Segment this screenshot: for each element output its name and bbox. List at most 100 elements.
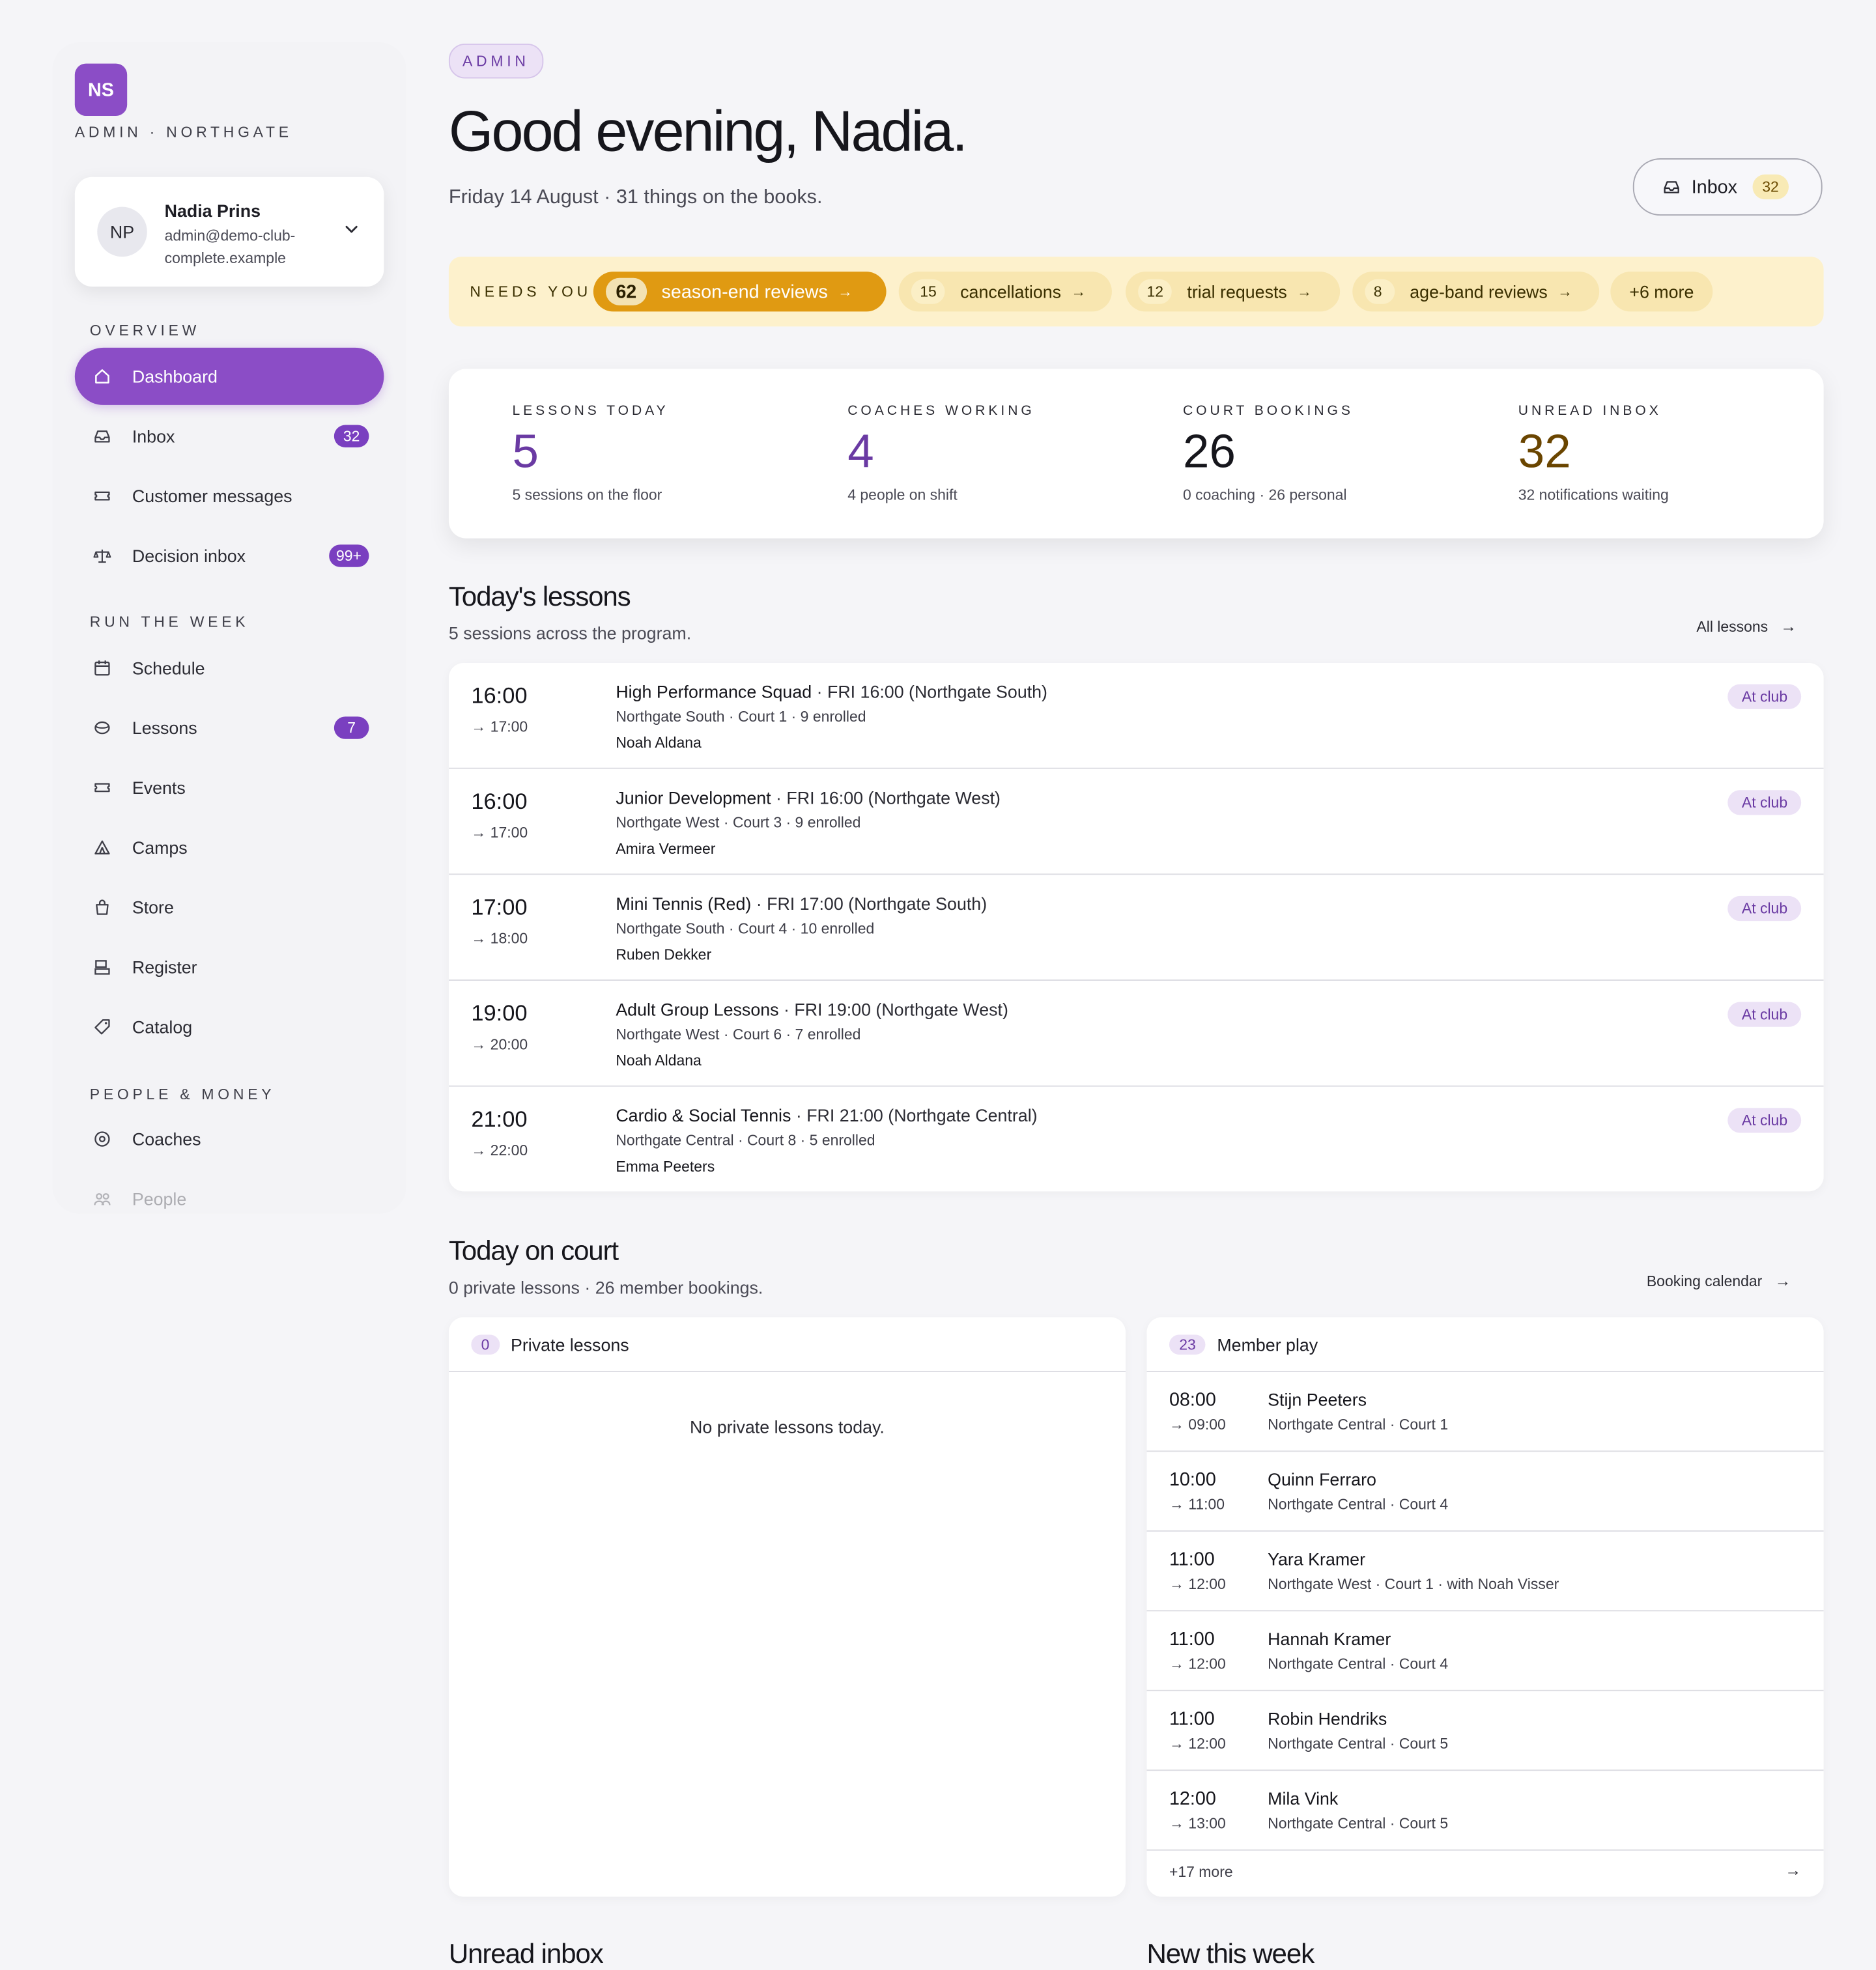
lesson-start: 16:00 xyxy=(471,789,528,814)
status-badge: At club xyxy=(1727,684,1802,709)
booking-meta: Northgate Central · Court 4 xyxy=(1268,1495,1449,1513)
sidebar-item-schedule[interactable]: Schedule xyxy=(75,640,384,697)
lesson-end: → 20:00 xyxy=(471,1035,528,1053)
member-play-panel: 23 Member play 08:00 → 09:00 Stijn Peete… xyxy=(1146,1317,1824,1897)
sidebar-item-lessons[interactable]: Lessons 7 xyxy=(75,699,384,757)
lesson-name: High Performance Squad xyxy=(616,681,812,702)
list-item[interactable]: 16:00 → 17:00 High Performance Squad · F… xyxy=(448,663,1824,769)
chip-count: 15 xyxy=(911,279,946,304)
stat-value: 32 xyxy=(1518,426,1571,479)
lesson-coach: Noah Aldana xyxy=(616,734,702,752)
chip-age-band-reviews[interactable]: 8 age-band reviews → xyxy=(1352,272,1600,312)
sidebar-item-camps[interactable]: Camps xyxy=(75,819,384,876)
booking-end: → 12:00 xyxy=(1169,1734,1226,1752)
member-more-row[interactable]: +17 more → xyxy=(1147,1848,1824,1897)
lesson-meta: Northgate West · Court 6 · 7 enrolled xyxy=(616,1025,861,1043)
table-row[interactable]: 11:00 → 12:00 Hannah Kramer Northgate Ce… xyxy=(1146,1611,1824,1691)
booking-meta: Northgate Central · Court 1 xyxy=(1268,1415,1449,1433)
lesson-when: · FRI 19:00 (Northgate West) xyxy=(778,999,1008,1020)
stat-lessons-today[interactable]: LESSONS TODAY 5 5 sessions on the floor xyxy=(449,369,783,538)
sidebar-item-inbox[interactable]: Inbox 32 xyxy=(75,408,384,465)
lesson-end: → 17:00 xyxy=(471,718,528,736)
stat-label: LESSONS TODAY xyxy=(512,404,669,419)
sidebar-item-decision-inbox[interactable]: Decision inbox 99+ xyxy=(75,527,384,584)
org-label: ADMIN · NORTHGATE xyxy=(74,123,292,141)
booking-start: 11:00 xyxy=(1169,1708,1215,1730)
sidebar-item-catalog[interactable]: Catalog xyxy=(75,998,384,1056)
inbox-button[interactable]: Inbox 32 xyxy=(1632,158,1823,216)
arrow-right-icon: → xyxy=(1780,617,1797,636)
list-item[interactable]: 16:00 → 17:00 Junior Development · FRI 1… xyxy=(448,769,1824,875)
stat-caption: 32 notifications waiting xyxy=(1518,486,1669,504)
sidebar-item-label: Customer messages xyxy=(132,486,292,506)
booking-name: Mila Vink xyxy=(1268,1788,1339,1808)
table-row[interactable]: 11:00 → 12:00 Robin Hendriks Northgate C… xyxy=(1146,1691,1824,1771)
sidebar-item-dashboard[interactable]: Dashboard xyxy=(74,347,384,405)
booking-end: → 11:00 xyxy=(1169,1495,1225,1513)
inbox-icon xyxy=(1664,181,1679,193)
table-row[interactable]: 10:00 → 11:00 Quinn Ferraro Northgate Ce… xyxy=(1146,1452,1824,1532)
new-this-week-section-title: New this week xyxy=(1146,1937,1315,1969)
booking-start: 11:00 xyxy=(1169,1629,1215,1650)
list-item[interactable]: 17:00 → 18:00 Mini Tennis (Red) · FRI 17… xyxy=(448,875,1824,981)
chip-season-end-reviews[interactable]: 62 season-end reviews → xyxy=(593,272,887,312)
chip-more-label: +6 more xyxy=(1629,281,1694,302)
link-label: Booking calendar xyxy=(1646,1271,1763,1289)
booking-name: Stijn Peeters xyxy=(1268,1389,1367,1410)
arrow-right-icon: → xyxy=(1297,283,1313,301)
stat-label: UNREAD INBOX xyxy=(1518,404,1662,419)
nav-heading-overview: OVERVIEW xyxy=(89,321,201,339)
stat-coaches-working[interactable]: COACHES WORKING 4 4 people on shift xyxy=(784,369,1118,538)
sidebar-item-people[interactable]: People xyxy=(75,1170,384,1228)
lesson-when: · FRI 21:00 (Northgate Central) xyxy=(791,1105,1038,1125)
booking-end: → 13:00 xyxy=(1169,1814,1226,1832)
chip-label: age-band reviews xyxy=(1410,281,1548,302)
list-item[interactable]: 19:00 → 20:00 Adult Group Lessons · FRI … xyxy=(448,981,1824,1087)
arrow-right-icon: → xyxy=(1774,1271,1791,1290)
chip-count: 12 xyxy=(1138,279,1172,304)
booking-name: Quinn Ferraro xyxy=(1268,1469,1376,1489)
stat-unread-inbox[interactable]: UNREAD INBOX 32 32 notifications waiting xyxy=(1455,369,1789,538)
sidebar-item-store[interactable]: Store xyxy=(75,879,384,936)
list-item[interactable]: 21:00 → 22:00 Cardio & Social Tennis · F… xyxy=(449,1087,1824,1192)
court-section-title: Today on court xyxy=(448,1235,619,1267)
lesson-coach: Amira Vermeer xyxy=(616,839,716,858)
table-row[interactable]: 08:00 → 09:00 Stijn Peeters Northgate Ce… xyxy=(1146,1372,1824,1452)
more-label: +17 more xyxy=(1169,1863,1233,1881)
decision-count-badge: 99+ xyxy=(328,544,369,567)
link-label: All lessons xyxy=(1696,617,1769,635)
chip-trial-requests[interactable]: 12 trial requests → xyxy=(1125,272,1341,312)
booking-name: Robin Hendriks xyxy=(1268,1708,1387,1729)
chip-label: season-end reviews xyxy=(661,281,828,303)
brand-logo[interactable]: NS xyxy=(74,63,128,116)
sidebar-item-customer-messages[interactable]: Customer messages xyxy=(75,468,384,525)
sidebar-item-label: Events xyxy=(132,778,186,798)
sidebar-item-register[interactable]: Register xyxy=(75,938,384,996)
user-switcher[interactable]: NP Nadia Prins admin@demo-club-complete.… xyxy=(74,176,384,287)
sidebar-item-coaches[interactable]: Coaches xyxy=(75,1110,384,1168)
lesson-meta: Northgate South · Court 4 · 10 enrolled xyxy=(616,920,875,938)
booking-calendar-link[interactable]: Booking calendar → xyxy=(1647,1271,1791,1290)
lesson-meta: Northgate Central · Court 8 · 5 enrolled xyxy=(616,1131,875,1149)
table-row[interactable]: 12:00 → 13:00 Mila Vink Northgate Centra… xyxy=(1146,1771,1824,1851)
sidebar-item-label: Decision inbox xyxy=(132,546,246,566)
target-icon xyxy=(92,1129,113,1149)
lesson-name: Adult Group Lessons xyxy=(616,999,779,1020)
booking-end: → 09:00 xyxy=(1169,1415,1226,1433)
lesson-end: → 18:00 xyxy=(471,929,528,948)
booking-meta: Northgate West · Court 1 · with Noah Vis… xyxy=(1268,1575,1559,1593)
lesson-start: 16:00 xyxy=(471,682,528,708)
stat-court-bookings[interactable]: COURT BOOKINGS 26 0 coaching · 26 person… xyxy=(1119,369,1453,538)
chip-label: trial requests xyxy=(1187,281,1287,302)
chip-more[interactable]: +6 more xyxy=(1610,272,1713,312)
lessons-list: 16:00 → 17:00 High Performance Squad · F… xyxy=(448,663,1824,1192)
chip-cancellations[interactable]: 15 cancellations → xyxy=(898,272,1112,312)
all-lessons-link[interactable]: All lessons → xyxy=(1696,617,1797,636)
arrow-right-icon: → xyxy=(1557,283,1573,301)
status-badge: At club xyxy=(1727,1108,1802,1133)
sidebar-item-events[interactable]: Events xyxy=(75,759,384,816)
ticket-icon xyxy=(92,486,113,506)
table-row[interactable]: 11:00 → 12:00 Yara Kramer Northgate West… xyxy=(1146,1532,1824,1612)
booking-start: 08:00 xyxy=(1169,1389,1216,1411)
user-name: Nadia Prins xyxy=(164,201,261,221)
